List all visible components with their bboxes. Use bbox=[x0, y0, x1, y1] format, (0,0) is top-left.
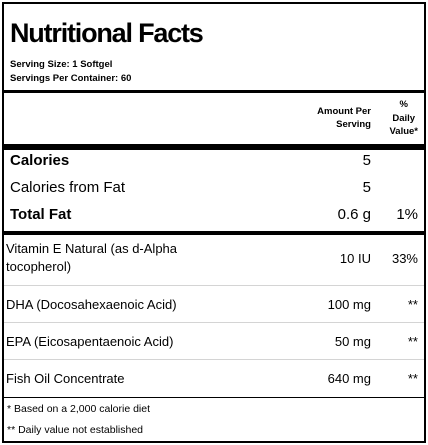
vitamin-e-label: Vitamin E Natural (as d-Alpha tocopherol… bbox=[6, 240, 177, 276]
dv-header-line2: Daily bbox=[392, 112, 416, 124]
amount-per-serving-header: Amount Per Serving bbox=[317, 105, 371, 131]
label-title: Nutritional Facts bbox=[10, 18, 204, 48]
calories-from-fat-label: Calories from Fat bbox=[10, 179, 126, 196]
serving-size: Serving Size: 1 Softgel bbox=[10, 59, 113, 70]
fish-oil-label: Fish Oil Concentrate bbox=[6, 371, 125, 386]
footnote-rule bbox=[4, 397, 424, 398]
calories-label: Calories bbox=[10, 152, 70, 169]
row-divider bbox=[4, 322, 424, 323]
calories-from-fat-amount: 5 bbox=[362, 179, 371, 196]
epa-amount: 50 mg bbox=[334, 334, 371, 349]
epa-dv: ** bbox=[407, 334, 418, 349]
amount-header-line2: Serving bbox=[336, 119, 371, 130]
dha-label: DHA (Docosahexaenoic Acid) bbox=[6, 297, 177, 312]
amount-header-line1: Amount Per bbox=[317, 106, 371, 117]
total-fat-amount: 0.6 g bbox=[337, 206, 371, 223]
columns-rule bbox=[4, 144, 424, 150]
total-fat-dv: 1% bbox=[396, 206, 418, 223]
daily-value-header: % Daily Value* bbox=[389, 98, 418, 139]
row-divider bbox=[4, 285, 424, 286]
row-divider bbox=[4, 359, 424, 360]
dha-dv: ** bbox=[407, 297, 418, 312]
macros-rule bbox=[4, 231, 424, 235]
vitamin-e-dv: 33% bbox=[391, 251, 418, 266]
dv-header-line3: Value* bbox=[389, 126, 418, 137]
footnote-calorie-diet: * Based on a 2,000 calorie diet bbox=[7, 403, 151, 415]
header-rule bbox=[4, 90, 424, 93]
fish-oil-amount: 640 mg bbox=[327, 371, 371, 386]
fish-oil-dv: ** bbox=[407, 371, 418, 386]
dv-header-line1: % bbox=[399, 99, 408, 110]
servings-per-container: Servings Per Container: 60 bbox=[10, 73, 132, 84]
total-fat-label: Total Fat bbox=[10, 206, 72, 223]
footnote-daily-value: ** Daily value not established bbox=[7, 424, 143, 436]
calories-amount: 5 bbox=[362, 152, 371, 169]
dha-amount: 100 mg bbox=[327, 297, 371, 312]
epa-label: EPA (Eicosapentaenoic Acid) bbox=[6, 334, 174, 349]
vitamin-e-label-line2: tocopherol) bbox=[6, 259, 72, 274]
vitamin-e-label-line1: Vitamin E Natural (as d-Alpha bbox=[6, 241, 178, 256]
vitamin-e-amount: 10 IU bbox=[339, 251, 371, 266]
